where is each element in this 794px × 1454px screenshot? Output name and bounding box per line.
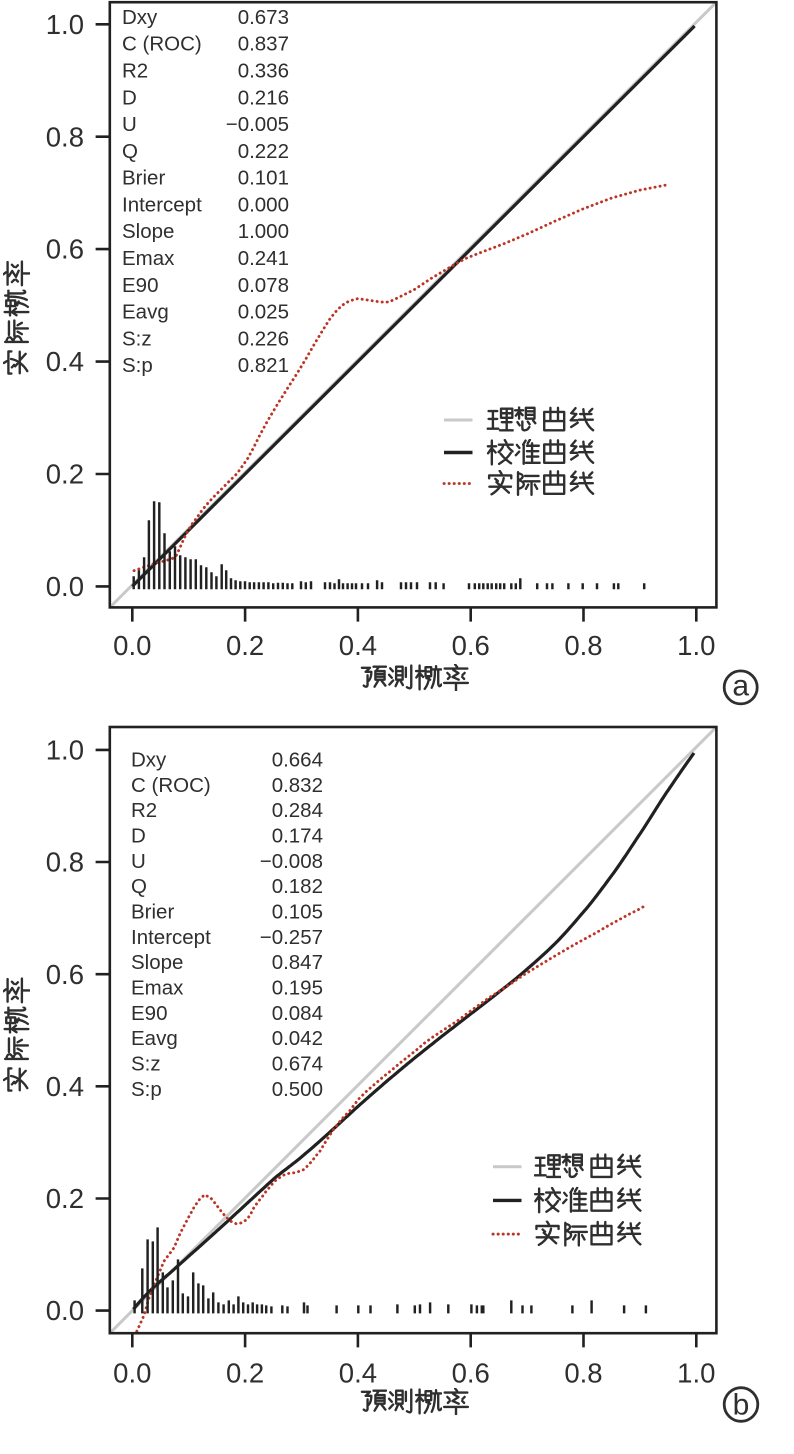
svg-text:0.0: 0.0 xyxy=(113,1358,151,1389)
svg-text:0.216: 0.216 xyxy=(238,86,289,109)
svg-text:0.847: 0.847 xyxy=(272,951,323,974)
svg-text:Q: Q xyxy=(131,875,147,898)
svg-text:0.101: 0.101 xyxy=(238,167,289,190)
svg-text:0.8: 0.8 xyxy=(564,630,602,661)
svg-text:0.226: 0.226 xyxy=(238,327,289,350)
svg-text:0.025: 0.025 xyxy=(238,301,289,324)
svg-text:1.0: 1.0 xyxy=(46,9,84,40)
svg-text:−0.008: −0.008 xyxy=(260,850,323,873)
svg-text:0.674: 0.674 xyxy=(272,1053,323,1076)
svg-text:U: U xyxy=(122,113,137,136)
svg-text:0.6: 0.6 xyxy=(46,959,84,990)
svg-text:0.6: 0.6 xyxy=(452,630,490,661)
svg-text:D: D xyxy=(131,825,146,848)
svg-text:U: U xyxy=(131,850,146,873)
svg-text:Dxy: Dxy xyxy=(131,749,167,772)
svg-text:0.8: 0.8 xyxy=(564,1358,602,1389)
svg-text:0.2: 0.2 xyxy=(226,1358,264,1389)
svg-text:0.8: 0.8 xyxy=(46,121,84,152)
svg-text:D: D xyxy=(122,86,137,109)
svg-text:−0.005: −0.005 xyxy=(226,113,289,136)
svg-text:0.4: 0.4 xyxy=(46,1071,84,1102)
svg-text:Q: Q xyxy=(122,140,138,163)
svg-text:0.4: 0.4 xyxy=(46,346,84,377)
svg-text:0.837: 0.837 xyxy=(238,33,289,56)
svg-text:1.0: 1.0 xyxy=(677,630,715,661)
svg-text:C (ROC): C (ROC) xyxy=(131,774,211,797)
svg-text:Brier: Brier xyxy=(122,167,165,190)
svg-text:1.000: 1.000 xyxy=(238,220,289,243)
svg-text:C (ROC): C (ROC) xyxy=(122,33,202,56)
svg-text:−0.257: −0.257 xyxy=(260,926,323,949)
svg-text:S:p: S:p xyxy=(131,1078,162,1101)
svg-text:b: b xyxy=(733,1389,750,1422)
svg-text:0.241: 0.241 xyxy=(238,247,289,270)
svg-text:E90: E90 xyxy=(131,1002,167,1025)
svg-text:S:p: S:p xyxy=(122,354,153,377)
svg-text:0.284: 0.284 xyxy=(272,799,323,822)
svg-text:0.500: 0.500 xyxy=(272,1078,323,1101)
svg-text:0.4: 0.4 xyxy=(339,1358,377,1389)
svg-text:Eavg: Eavg xyxy=(122,301,169,324)
svg-text:0.6: 0.6 xyxy=(46,234,84,265)
svg-text:Eavg: Eavg xyxy=(131,1027,178,1050)
svg-text:S:z: S:z xyxy=(131,1053,161,1076)
svg-text:0.000: 0.000 xyxy=(238,193,289,216)
svg-text:0.2: 0.2 xyxy=(46,1183,84,1214)
svg-text:0.832: 0.832 xyxy=(272,774,323,797)
svg-text:0.4: 0.4 xyxy=(339,630,377,661)
svg-text:a: a xyxy=(732,669,749,702)
svg-text:0.105: 0.105 xyxy=(272,901,323,924)
svg-text:0.0: 0.0 xyxy=(113,630,151,661)
svg-text:0.821: 0.821 xyxy=(238,354,289,377)
svg-text:Slope: Slope xyxy=(131,951,183,974)
svg-text:0.2: 0.2 xyxy=(226,630,264,661)
svg-text:R2: R2 xyxy=(131,799,157,822)
svg-text:0.222: 0.222 xyxy=(238,140,289,163)
svg-text:0.336: 0.336 xyxy=(238,60,289,83)
svg-text:0.664: 0.664 xyxy=(272,749,323,772)
svg-text:S:z: S:z xyxy=(122,327,152,350)
svg-text:0.0: 0.0 xyxy=(46,1295,84,1326)
svg-text:0.042: 0.042 xyxy=(272,1027,323,1050)
svg-text:Intercept: Intercept xyxy=(131,926,211,949)
svg-text:0.174: 0.174 xyxy=(272,825,323,848)
svg-text:Intercept: Intercept xyxy=(122,193,202,216)
svg-text:0.673: 0.673 xyxy=(238,6,289,29)
svg-text:Emax: Emax xyxy=(131,977,184,1000)
svg-text:0.8: 0.8 xyxy=(46,847,84,878)
svg-text:0.078: 0.078 xyxy=(238,274,289,297)
svg-text:0.084: 0.084 xyxy=(272,1002,323,1025)
svg-text:Emax: Emax xyxy=(122,247,175,270)
svg-text:0.182: 0.182 xyxy=(272,875,323,898)
svg-text:1.0: 1.0 xyxy=(46,735,84,766)
svg-text:E90: E90 xyxy=(122,274,158,297)
svg-text:0.0: 0.0 xyxy=(46,571,84,602)
svg-text:Slope: Slope xyxy=(122,220,174,243)
svg-text:0.2: 0.2 xyxy=(46,459,84,490)
svg-text:Dxy: Dxy xyxy=(122,6,158,29)
svg-text:0.6: 0.6 xyxy=(452,1358,490,1389)
svg-text:1.0: 1.0 xyxy=(677,1358,715,1389)
svg-text:Brier: Brier xyxy=(131,901,174,924)
svg-text:0.195: 0.195 xyxy=(272,977,323,1000)
svg-text:R2: R2 xyxy=(122,60,148,83)
